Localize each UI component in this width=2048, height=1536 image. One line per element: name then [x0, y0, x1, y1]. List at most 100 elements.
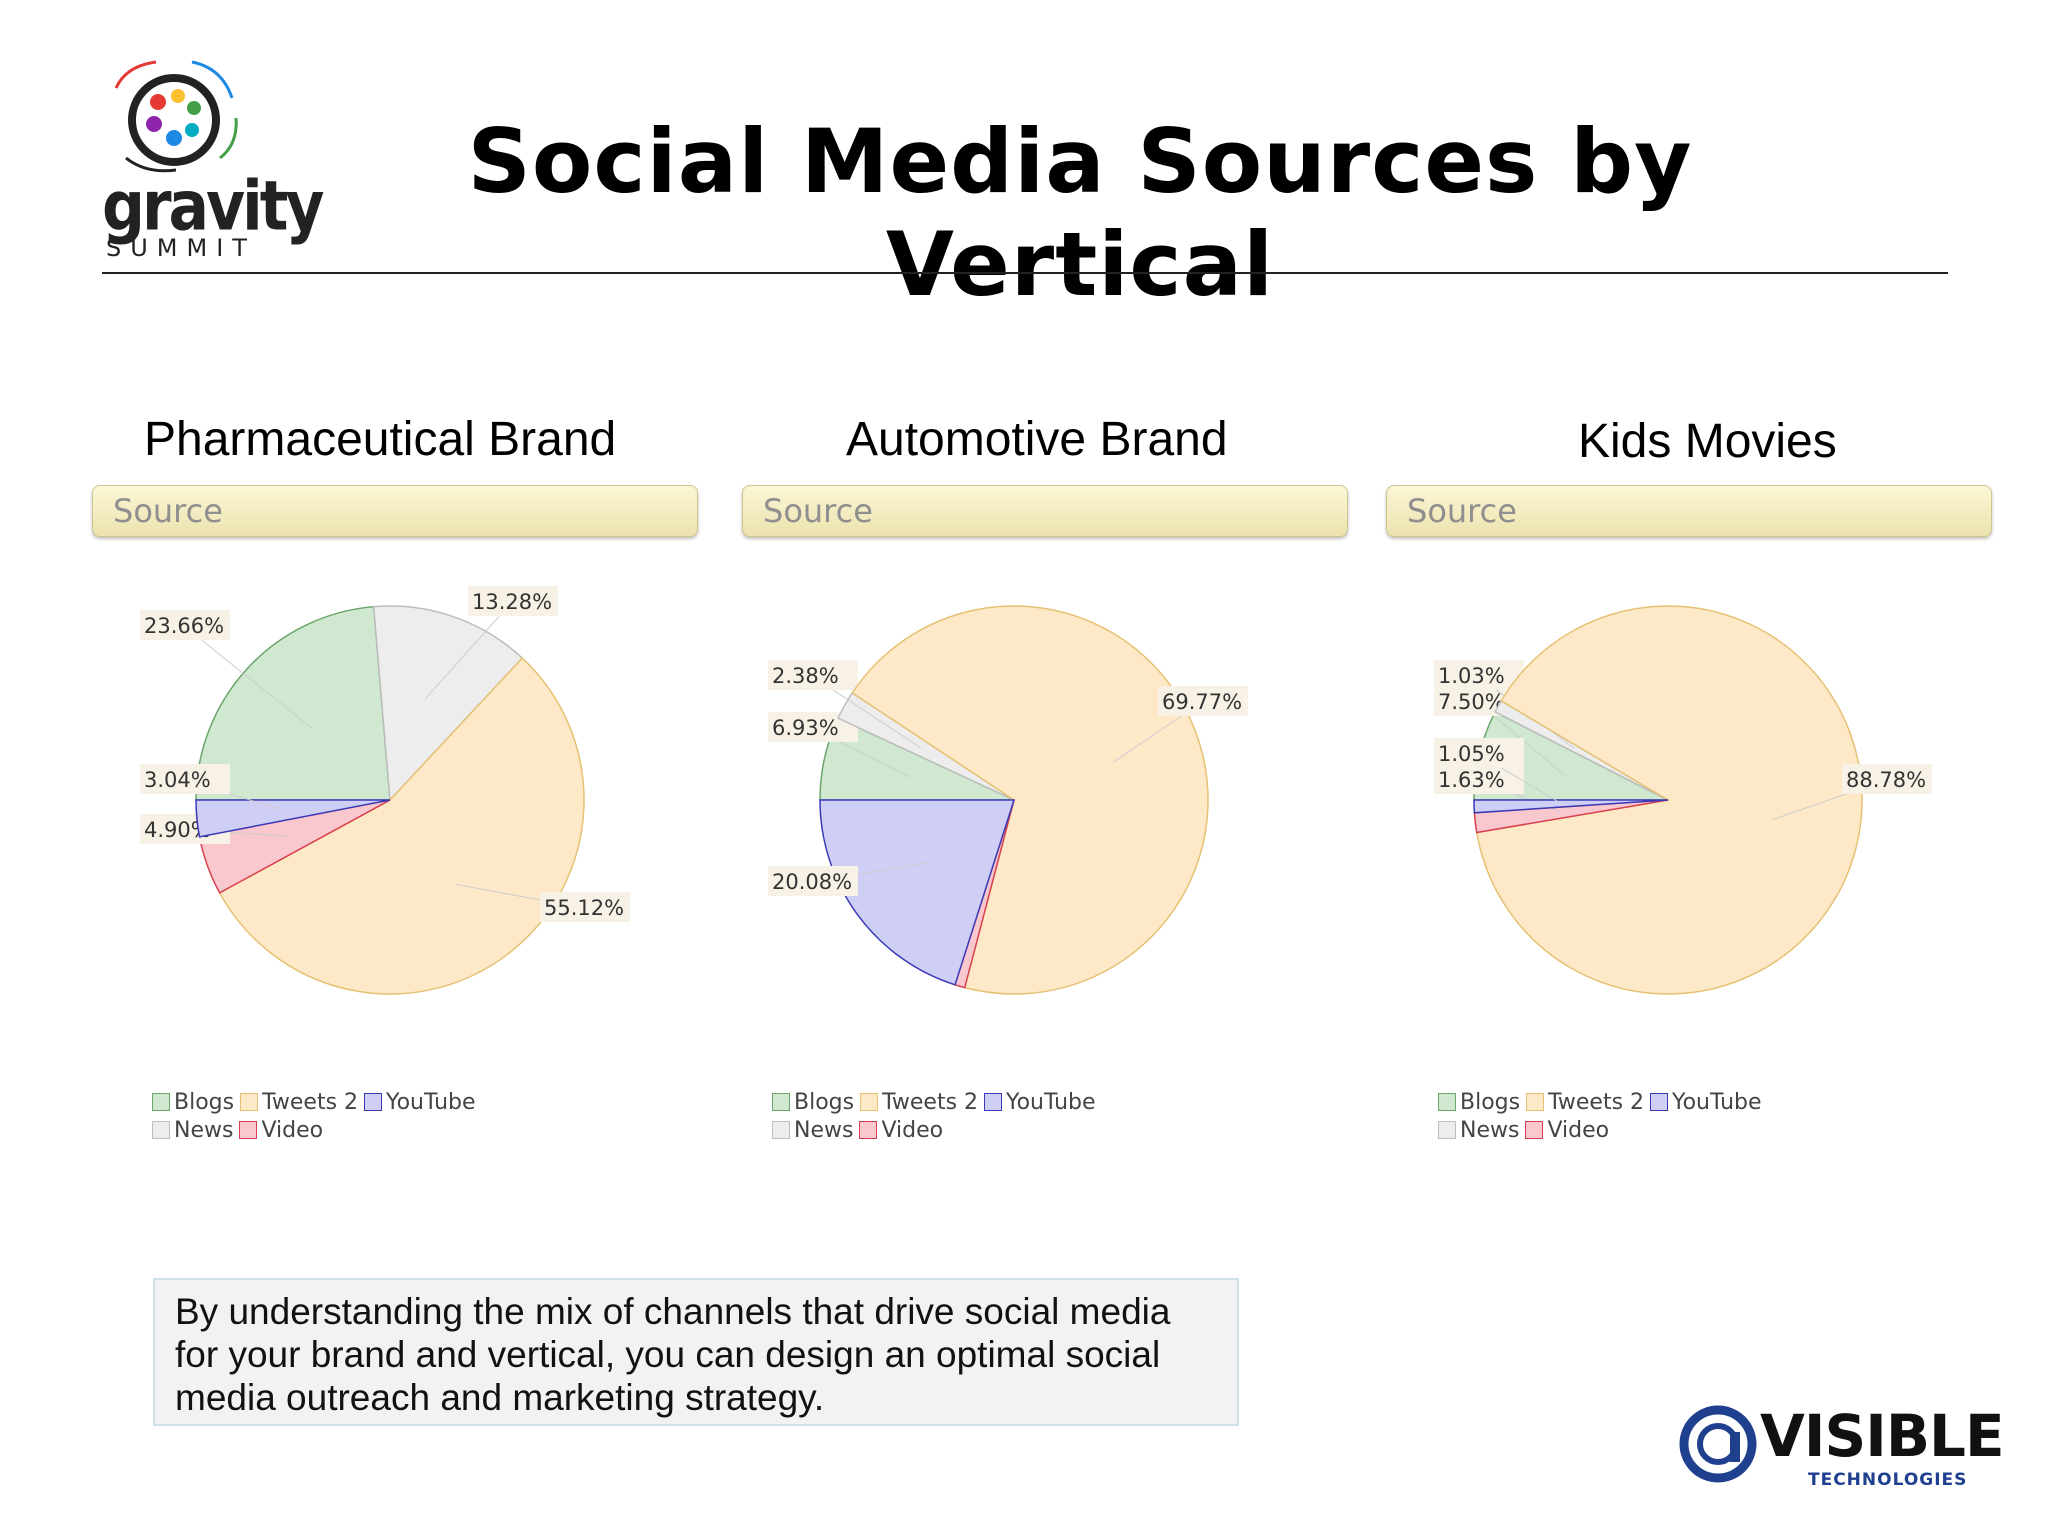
legend-item-blogs: Blogs: [772, 1090, 854, 1115]
legend-swatch: [772, 1093, 790, 1111]
legend-row: Blogs Tweets 2 YouTube: [152, 1088, 482, 1116]
legend-row: Blogs Tweets 2 YouTube: [772, 1088, 1102, 1116]
slice-label-background: [768, 866, 858, 896]
slice-label: 7.50%: [1438, 690, 1505, 714]
slice-label-background: [1434, 660, 1524, 690]
chart-legend: Blogs Tweets 2 YouTube News Video: [1438, 1088, 1768, 1144]
legend-label: News: [174, 1117, 234, 1143]
chart-legend: Blogs Tweets 2 YouTube News Video: [772, 1088, 1102, 1144]
legend-row: Blogs Tweets 2 YouTube: [1438, 1088, 1768, 1116]
pie-slice-tweets-2: [218, 657, 585, 995]
pie-slice-youtube: [195, 799, 391, 838]
chart-panel-automotive: Automotive Brand Source 6.93% 2.38% 69.77%…: [742, 400, 1362, 1160]
source-header-bar: Source: [1386, 485, 1992, 537]
legend-label: Video: [261, 1117, 324, 1143]
source-label: Source: [1407, 492, 1517, 530]
legend-item-video: Video: [239, 1118, 323, 1143]
legend-item-youtube: YouTube: [984, 1089, 1096, 1115]
legend-label: YouTube: [386, 1089, 476, 1115]
chart-title: Kids Movies: [1578, 415, 1837, 468]
legend-row: News Video: [1438, 1116, 1768, 1144]
slice-label-background: [1842, 764, 1932, 794]
legend-label: News: [1460, 1117, 1520, 1143]
slice-leader-line: [183, 625, 312, 729]
legend-label: YouTube: [1006, 1089, 1096, 1115]
legend-swatch: [984, 1093, 1003, 1111]
source-header-bar: Source: [742, 485, 1348, 537]
slice-label: 20.08%: [772, 870, 852, 894]
chart-panel-kids-movies: Kids Movies Source 7.50% 1.03% 88.78% 1.63%…: [1386, 400, 2006, 1160]
source-label: Source: [113, 492, 223, 530]
slice-label-background: [468, 586, 558, 616]
pie-slice-youtube: [1473, 799, 1669, 814]
slice-label: 1.63%: [1438, 768, 1505, 792]
legend-item-blogs: Blogs: [1438, 1090, 1520, 1115]
pie-chart: 7.50%1.03% 88.78% 1.63%1.05%: [1434, 605, 1932, 995]
legend-label: Tweets 2: [1548, 1089, 1645, 1115]
summary-note: By understanding the mix of channels tha…: [153, 1278, 1239, 1426]
legend-label: Tweets 2: [882, 1089, 979, 1115]
legend-row: News Video: [772, 1116, 1102, 1144]
slice-label-background: [140, 764, 230, 794]
pie-slice-news: [372, 605, 524, 802]
legend-label: Blogs: [174, 1089, 235, 1115]
legend-label: Video: [1547, 1117, 1610, 1143]
legend-item-news: News: [152, 1118, 233, 1143]
legend-item-video: Video: [859, 1118, 943, 1143]
logo-word: VISIBLE: [1760, 1402, 2005, 1470]
visible-technologies-logo: VISIBLE TECHNOLOGIES: [1676, 1402, 2005, 1506]
logo-word: gravity: [102, 166, 324, 247]
pie-slice-youtube: [819, 799, 1016, 986]
pie-slice-tweets-2: [851, 605, 1209, 995]
slice-label-background: [768, 660, 858, 690]
slice-label: 88.78%: [1846, 768, 1926, 792]
legend-swatch: [152, 1121, 170, 1139]
gravity-summit-logo: gravity SUMMIT: [96, 58, 324, 264]
legend-item-video: Video: [1525, 1118, 1609, 1143]
slice-label: 1.03%: [1438, 664, 1505, 688]
logo-mark-icon: [114, 60, 238, 173]
slice-leader-line: [424, 601, 513, 700]
slice-label: 69.77%: [1162, 690, 1242, 714]
legend-swatch: [1526, 1093, 1545, 1111]
legend-item-tweets-2: Tweets 2: [1526, 1090, 1644, 1115]
legend-swatch: [772, 1121, 790, 1139]
legend-swatch: [364, 1093, 383, 1111]
legend-swatch: [1650, 1093, 1669, 1111]
legend-item-blogs: Blogs: [152, 1090, 234, 1115]
legend-swatch: [1438, 1093, 1456, 1111]
slice-label-background: [540, 892, 630, 922]
pie-slice-tweets-2: [1475, 605, 1863, 995]
legend-item-news: News: [1438, 1118, 1519, 1143]
legend-item-tweets-2: Tweets 2: [240, 1090, 358, 1115]
slice-label: 1.05%: [1438, 742, 1505, 766]
chart-panel-pharmaceutical: Pharmaceutical Brand Source 23.66% 13.28%…: [92, 400, 712, 1160]
logo-subtitle: TECHNOLOGIES: [1808, 1470, 1968, 1490]
slice-label: 55.12%: [544, 896, 624, 920]
legend-row: News Video: [152, 1116, 482, 1144]
pie-chart: 6.93%2.38%69.77%0.83%20.08%: [768, 605, 1248, 995]
slice-label: 3.04%: [144, 768, 211, 792]
slice-label: 2.38%: [772, 664, 839, 688]
legend-label: News: [794, 1117, 854, 1143]
logo-subtitle: SUMMIT: [106, 234, 256, 262]
legend-item-news: News: [772, 1118, 853, 1143]
chart-title: Automotive Brand: [846, 413, 1228, 466]
legend-item-tweets-2: Tweets 2: [860, 1090, 978, 1115]
legend-swatch: [239, 1121, 258, 1139]
chart-legend: Blogs Tweets 2 YouTube News Video: [152, 1088, 482, 1144]
page-title: Social Media Sources by Vertical: [467, 110, 1693, 316]
legend-label: Blogs: [1460, 1089, 1521, 1115]
legend-item-youtube: YouTube: [1650, 1089, 1762, 1115]
legend-label: Tweets 2: [262, 1089, 359, 1115]
slice-label-background: [1434, 738, 1524, 768]
slice-label-background: [1434, 764, 1524, 794]
slice-label: 23.66%: [144, 614, 224, 638]
legend-label: YouTube: [1672, 1089, 1762, 1115]
legend-swatch: [240, 1093, 259, 1111]
legend-swatch: [1525, 1121, 1544, 1139]
legend-swatch: [860, 1093, 879, 1111]
legend-label: Video: [881, 1117, 944, 1143]
legend-swatch: [152, 1093, 170, 1111]
slice-label: 13.28%: [472, 590, 552, 614]
